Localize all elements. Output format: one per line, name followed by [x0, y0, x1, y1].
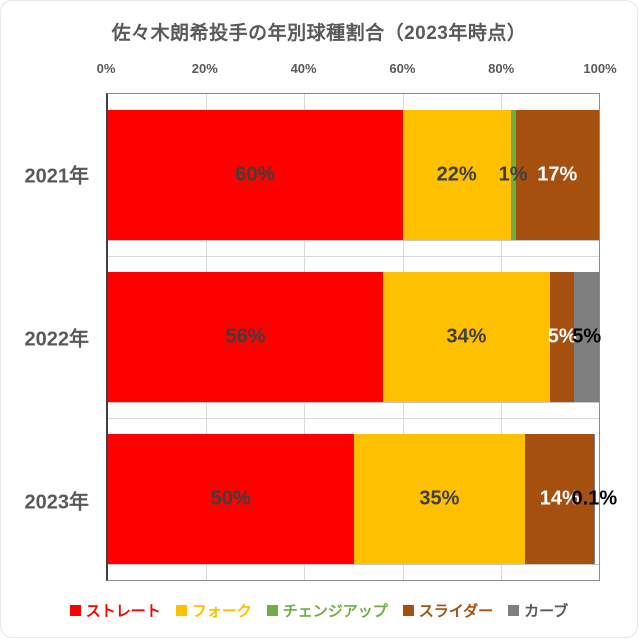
category-axis: 2021年 2022年 2023年: [1, 93, 93, 581]
legend-item-フォーク: フォーク: [175, 600, 252, 621]
legend-item-スライダー: スライダー: [402, 600, 494, 621]
legend-swatch-icon: [266, 605, 278, 616]
bar-segment-スライダー: [515, 110, 599, 240]
bar-segment-ストレート: [108, 271, 383, 402]
bar-segment-フォーク: [402, 110, 511, 240]
bar-segment-フォーク: [353, 433, 526, 564]
legend-swatch-icon: [402, 605, 414, 616]
bar-segment-チェンジアップ: [510, 110, 516, 240]
bar-row-2023年: 50% 35% 14% 0.1%: [108, 433, 617, 565]
data-label-フォーク: 35%: [419, 487, 460, 510]
data-label-チェンジアップ: 1%: [498, 163, 528, 186]
legend-label: チェンジアップ: [282, 603, 388, 620]
plot-area: 60% 22% 1% 17% 56% 34% 5% 5% 50% 35% 14% 0.1%: [106, 93, 617, 581]
legend-item-カーブ: カーブ: [508, 600, 568, 621]
bar-row-2022年: 56% 34% 5% 5%: [108, 271, 602, 403]
x-axis-tick: 80%: [488, 61, 515, 76]
x-axis-tick: 60%: [389, 61, 416, 76]
data-label-フォーク: 22%: [436, 163, 477, 186]
x-axis: 0% 20% 40% 60% 80% 100%: [97, 61, 617, 79]
legend: ストレート フォーク チェンジアップ スライダー カーブ: [1, 600, 637, 621]
bar-segment-ストレート: [108, 110, 403, 240]
x-axis-tick: 40%: [290, 61, 317, 76]
data-label-フォーク: 34%: [446, 325, 487, 348]
data-label-カーブ: 5%: [572, 325, 602, 348]
legend-label: カーブ: [524, 603, 569, 620]
chart-title: 佐々木朗希投手の年別球種割合（2023年時点）: [111, 23, 527, 44]
legend-swatch-icon: [175, 605, 187, 616]
bar-segment-スライダー: [549, 271, 575, 402]
x-axis-tick: 0%: [96, 61, 116, 76]
legend-item-ストレート: ストレート: [69, 600, 161, 621]
legend-label: スライダー: [418, 603, 494, 620]
legend-item-チェンジアップ: チェンジアップ: [266, 600, 388, 621]
category-label: 2021年: [24, 165, 90, 188]
data-label-カーブ: 0.1%: [571, 487, 618, 510]
data-label-スライダー: 14%: [539, 487, 580, 510]
data-label-ストレート: 60%: [235, 163, 276, 186]
horizontal-gridline: [108, 417, 599, 419]
category-label: 2023年: [24, 491, 90, 514]
bar-segment-カーブ: [574, 271, 599, 402]
data-label-スライダー: 5%: [547, 325, 577, 348]
legend-label: ストレート: [85, 603, 161, 620]
legend-swatch-icon: [69, 605, 81, 616]
x-axis-tick: 20%: [191, 61, 218, 76]
legend-label: フォーク: [191, 603, 252, 620]
data-label-ストレート: 56%: [225, 325, 266, 348]
horizontal-gridline: [108, 255, 599, 257]
category-label: 2022年: [24, 328, 90, 351]
bar-segment-ストレート: [108, 433, 354, 564]
bar-row-2021年: 60% 22% 1% 17%: [108, 110, 599, 241]
data-label-スライダー: 17%: [537, 163, 578, 186]
data-label-ストレート: 50%: [210, 487, 251, 510]
bar-segment-スライダー: [525, 433, 595, 564]
legend-swatch-icon: [508, 605, 520, 616]
bar-segment-フォーク: [382, 271, 550, 402]
x-axis-tick: 100%: [583, 61, 617, 76]
